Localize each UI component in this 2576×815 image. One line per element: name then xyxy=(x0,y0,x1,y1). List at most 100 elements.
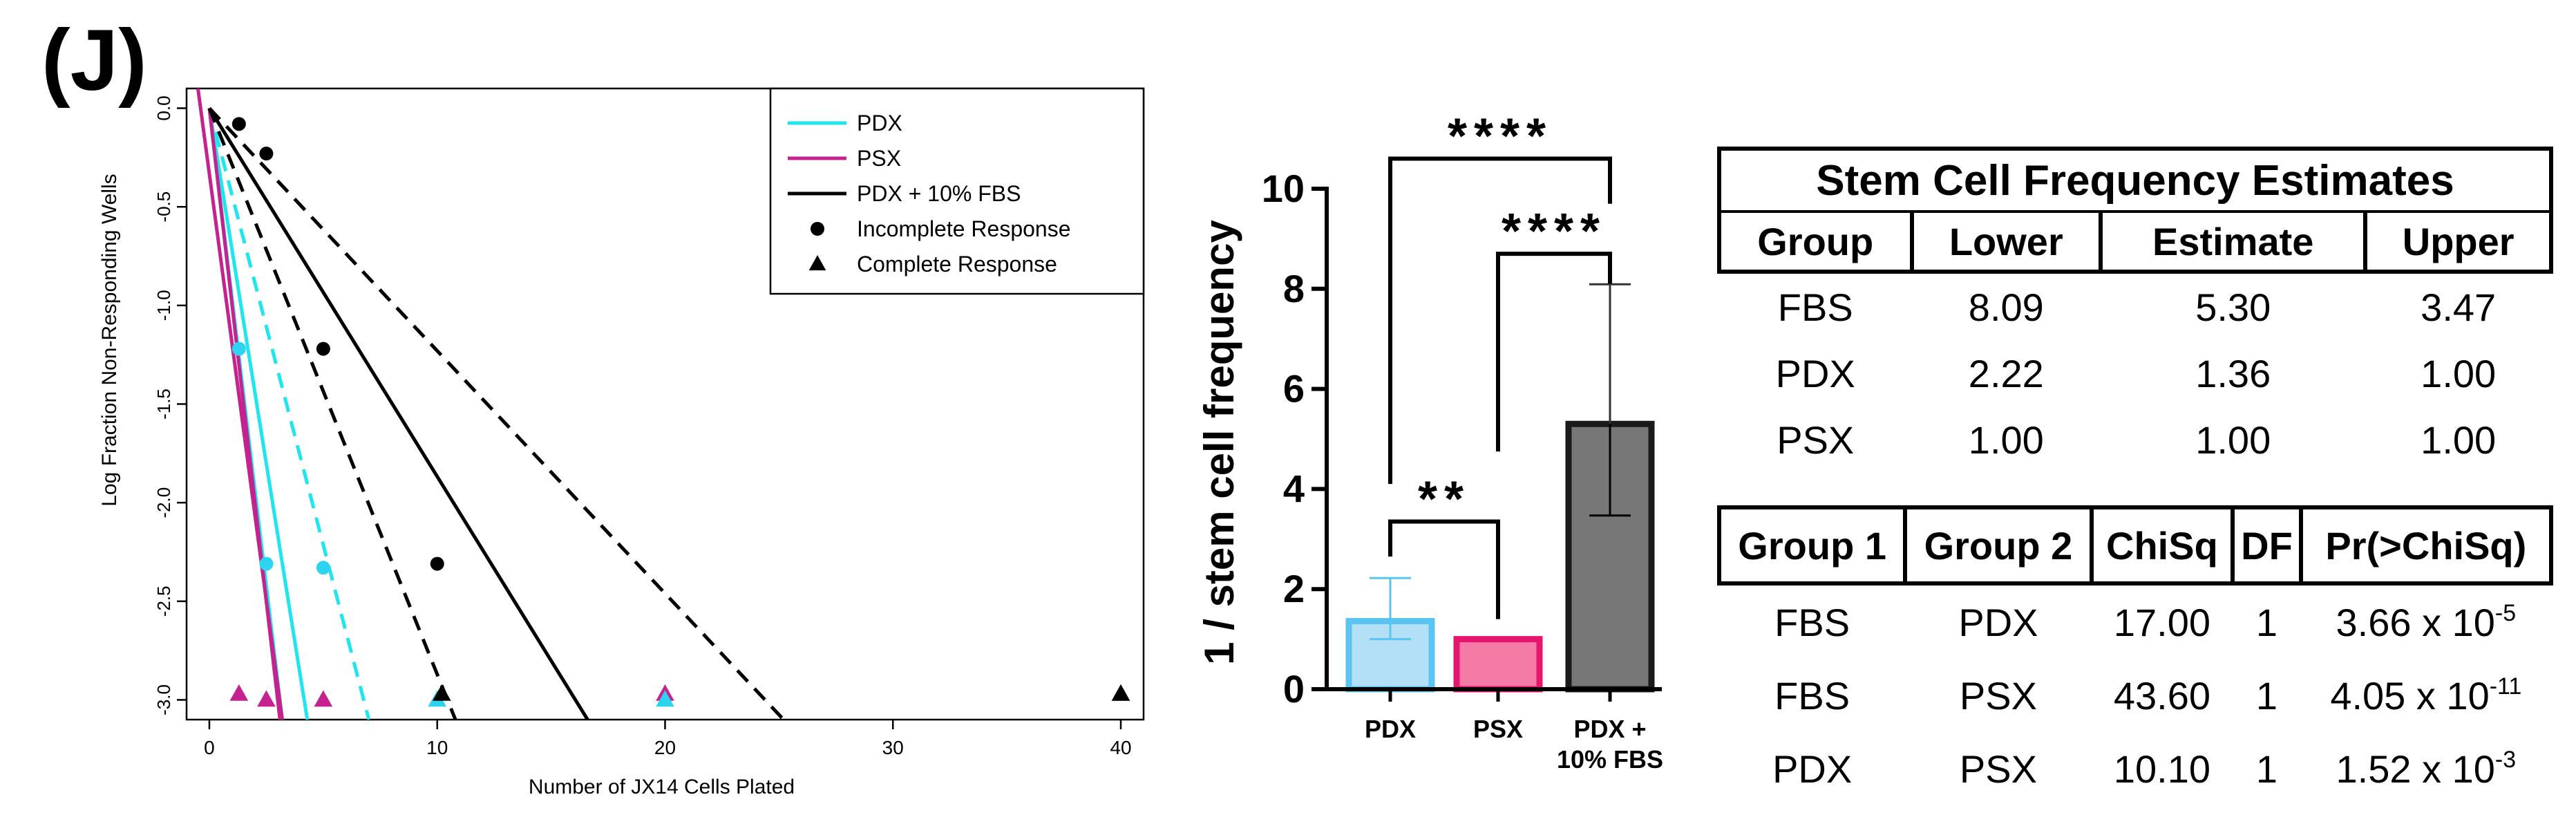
table-cell: 43.60 xyxy=(2113,673,2210,718)
p-value-cell: 1.52 x 10-3 xyxy=(2301,732,2551,805)
x-tick-label: 10% FBS xyxy=(1557,745,1663,774)
y-tick-label: -0.5 xyxy=(153,191,174,223)
p-value-base: 3.66 x 10 xyxy=(2336,600,2495,644)
stem-cell-table-title: Stem Cell Frequency Estimates xyxy=(1717,147,2553,212)
p-value-cell: 4.05 x 10-11 xyxy=(2301,659,2551,732)
stem-cell-frequency-table: Stem Cell Frequency Estimates Group Lowe… xyxy=(1717,147,2553,473)
stem-cell-frequency-bar-chart: 0 2 4 6 8 10 PDX PSX PDX +10% FBS 1 / stem cell f… xyxy=(1196,109,1663,774)
significance-bracket xyxy=(1388,519,1500,619)
column-header: Group 2 xyxy=(1903,505,2094,586)
x-tick-label: PDX + xyxy=(1573,715,1646,743)
table-row: PDX PSX 10.10 1 1.52 x 10-3 xyxy=(1719,732,2551,805)
table-cell: PSX xyxy=(1959,673,2037,718)
fit-line xyxy=(196,88,284,720)
dashed-fit-line xyxy=(208,106,785,720)
p-value-exponent: -5 xyxy=(2494,599,2517,626)
table-row: FBS PSX 43.60 1 4.05 x 10-11 xyxy=(1719,659,2551,732)
chisq-table: Group 1 Group 2 ChiSq DF Pr(>ChiSq) FBS … xyxy=(1716,505,2554,805)
x-tick-label: 20 xyxy=(654,737,676,758)
y-axis-label: 1 / stem cell frequency xyxy=(1196,220,1242,665)
x-tick-label: 30 xyxy=(882,737,904,758)
column-header: Group 1 xyxy=(1716,505,1908,586)
dashed-fit-line xyxy=(207,107,457,720)
y-tick-label: -3.0 xyxy=(153,684,174,715)
table-cell: 1.00 xyxy=(2195,418,2271,462)
complete-response-point xyxy=(433,684,451,701)
legend-label: Complete Response xyxy=(857,252,1057,277)
table-cell: FBS xyxy=(1774,600,1850,644)
legend-triangle-swatch xyxy=(808,255,826,271)
complete-response-point xyxy=(257,690,276,707)
legend-label: PDX xyxy=(857,111,902,135)
table-cell: 2.22 xyxy=(1968,351,2044,395)
table-cell: PSX xyxy=(1777,418,1855,462)
incomplete-response-point xyxy=(259,147,274,161)
y-tick-label: 0.0 xyxy=(153,95,174,120)
table-cell: FBS xyxy=(1774,673,1850,718)
table-cell: 1.00 xyxy=(2421,351,2497,395)
incomplete-response-point xyxy=(316,561,330,575)
y-tick-label: 2 xyxy=(1283,567,1305,610)
y-tick-label: -2.0 xyxy=(153,487,174,518)
y-tick-label: -1.0 xyxy=(153,290,174,321)
incomplete-response-point xyxy=(259,556,274,571)
y-axis-label: Log Fraction Non-Responding Wells xyxy=(98,174,121,506)
column-header: DF xyxy=(2231,505,2303,586)
panel-label: (J) xyxy=(41,12,147,109)
table-cell: 8.09 xyxy=(1968,285,2044,329)
fit-line xyxy=(207,108,310,720)
p-value-base: 4.05 x 10 xyxy=(2330,673,2490,718)
legend-circle-swatch xyxy=(811,222,824,236)
legend-label: PSX xyxy=(857,146,901,171)
column-header: ChiSq xyxy=(2089,505,2235,586)
significance-stars: **** xyxy=(1502,204,1607,259)
p-value-base: 1.52 x 10 xyxy=(2336,747,2495,791)
y-tick-label: -1.5 xyxy=(153,388,174,420)
y-tick-label: 10 xyxy=(1262,167,1305,210)
x-tick-label: 40 xyxy=(1110,737,1131,758)
x-tick-label: 10 xyxy=(426,737,448,758)
y-tick-label: 8 xyxy=(1283,267,1305,310)
table-row: PSX 1.00 1.00 1.00 xyxy=(1719,406,2551,473)
table-cell: 1 xyxy=(2255,747,2278,791)
complete-response-point xyxy=(1111,684,1130,701)
table-cell: FBS xyxy=(1777,285,1853,329)
significance-bracket xyxy=(1388,156,1612,485)
table-cell: 1.00 xyxy=(1968,418,2044,462)
legend-label: PDX + 10% FBS xyxy=(857,181,1021,206)
limiting-dilution-chart: 0 10 20 30 40 0.0 -0.5 -1.0 -1.5 -2.0 -2.5 -3.0 Numb… xyxy=(98,87,1145,798)
column-header: Pr(>ChiSq) xyxy=(2298,505,2554,586)
complete-response-point xyxy=(229,684,249,701)
table-row: FBS PDX 17.00 1 3.66 x 10-5 xyxy=(1719,583,2551,659)
p-value-exponent: -3 xyxy=(2494,746,2517,773)
table-cell: 1 xyxy=(2255,600,2278,644)
incomplete-response-point xyxy=(231,341,246,356)
column-header: Estimate xyxy=(2099,210,2368,274)
table-cell: 3.47 xyxy=(2421,285,2497,329)
table-cell: 10.10 xyxy=(2113,747,2210,791)
table-row: PDX 2.22 1.36 1.00 xyxy=(1719,340,2551,406)
p-value-exponent: -11 xyxy=(2489,673,2522,700)
x-tick-label: 0 xyxy=(204,737,215,758)
y-tick-label: 6 xyxy=(1283,367,1305,411)
incomplete-response-point xyxy=(231,117,246,131)
table-cell: 17.00 xyxy=(2113,600,2210,644)
table-cell: 1 xyxy=(2255,673,2278,718)
column-header: Group xyxy=(1717,210,1914,274)
x-axis-label: Number of JX14 Cells Plated xyxy=(529,776,795,798)
table-cell: PSX xyxy=(1959,747,2037,791)
table-row: FBS 8.09 5.30 3.47 xyxy=(1719,272,2551,340)
fit-line xyxy=(207,107,589,720)
bar xyxy=(1453,636,1543,693)
table-cell: PDX xyxy=(1958,600,2038,644)
significance-stars: ** xyxy=(1418,471,1470,527)
significance-stars: **** xyxy=(1448,109,1553,165)
table-cell: PDX xyxy=(1772,747,1853,791)
x-tick-label: PSX xyxy=(1473,715,1523,743)
incomplete-response-point xyxy=(430,556,444,571)
dashed-fit-line xyxy=(207,107,371,720)
y-tick-label: 0 xyxy=(1283,667,1305,711)
table-cell: 1.00 xyxy=(2421,418,2497,462)
table-cell: PDX xyxy=(1775,351,1855,395)
